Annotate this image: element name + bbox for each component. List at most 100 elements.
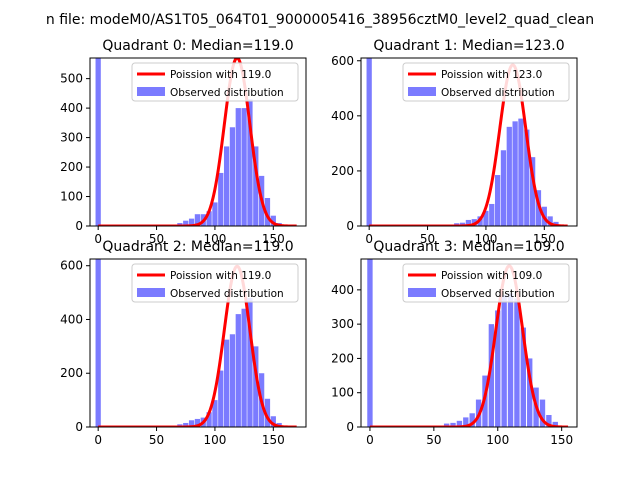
legend-observed-label: Observed distribution [170,87,284,99]
legend: Poission with 123.0 Observed distribution [402,62,570,102]
y-tick-label: 300 [331,317,354,331]
quadrant-title: Quadrant 2: Median=119.0 [102,239,293,255]
histogram-bar [483,210,489,226]
legend-observed-label: Observed distribution [170,288,284,300]
figure-suptitle: n file: modeM0/AS1T05_064T01_9000005416_… [45,12,595,28]
histogram-bar [218,172,224,226]
histogram-bar [465,219,472,226]
histogram-bar [489,203,495,226]
histogram-bar [524,129,530,226]
histogram-bar [253,146,259,226]
histogram-bar [494,175,501,226]
histogram-bar [507,293,514,427]
y-tick-label: 200 [331,164,354,178]
quadrant-2-panel: 0 50 100 150 0 200 400 600 Quadrant 2: Median=11… [60,239,307,447]
y-tick-label: 500 [60,72,83,86]
axes-frame [360,57,578,227]
histogram-bar [514,298,520,427]
quadrant-title: Quadrant 3: Median=109.0 [373,239,564,255]
histogram-bar [546,415,552,427]
histogram-bar [456,420,463,427]
legend-box [402,62,570,102]
histogram-bar [212,202,218,226]
legend-observed-swatch [408,288,436,297]
poisson-fit-line [97,58,298,226]
y-tick-label: 0 [75,420,83,434]
y-tick-label: 100 [331,386,354,400]
histogram-bar [366,58,372,226]
histogram-bar [500,150,507,226]
histogram-bar [95,58,101,226]
histogram-bar [218,370,224,427]
histogram-bar [212,400,218,427]
y-tick-label: 0 [346,420,354,434]
histogram-bar [223,146,230,226]
poisson-fit-line [97,264,298,427]
y-tick-label: 200 [60,366,83,380]
histogram-bar [241,108,247,226]
histogram-bar [235,108,241,226]
histogram-bar [194,214,201,226]
y-tick-label: 400 [60,312,83,326]
y-tick-label: 0 [75,219,83,233]
histogram-bar [183,422,189,427]
histogram-bar [367,259,373,427]
histogram-bar [552,421,558,427]
x-tick-label: 150 [550,433,573,447]
y-tick-label: 600 [331,54,354,68]
histogram-bar [463,417,469,427]
histogram-bar [229,127,236,226]
histogram-bar [520,327,527,427]
histogram-bar [527,358,533,427]
y-tick-label: 100 [60,190,83,204]
x-tick-label: 150 [262,433,285,447]
histogram-bar [450,422,456,427]
x-tick-label: 100 [486,433,509,447]
histogram-bar [495,310,501,427]
observed-histogram [95,58,282,226]
x-tick-label: 150 [533,232,556,246]
histogram-bar [539,399,546,427]
y-tick-label: 300 [60,131,83,145]
y-tick-label: 200 [60,160,83,174]
y-tick-label: 0 [346,219,354,233]
histogram-bar [530,157,536,226]
quadrant-0-panel: 0 50 100 150 0 100 200 300 400 500 Quadrant 0: Med… [60,38,307,246]
histogram-bar [247,297,253,427]
legend-fit-label: Poission with 123.0 [441,69,542,81]
y-tick-label: 400 [60,101,83,115]
quadrant-title: Quadrant 0: Median=119.0 [102,38,293,54]
legend-observed-swatch [408,87,436,96]
x-tick-label: 50 [426,433,441,447]
histogram-bar [469,413,475,427]
legend: Poission with 119.0 Observed distribution [131,263,299,303]
histogram-bar [512,121,518,226]
histogram-bar [194,418,201,427]
legend-observed-swatch [137,288,165,297]
histogram-bar [506,126,512,226]
legend-fit-label: Poission with 109.0 [441,270,542,282]
histogram-bar [229,334,236,427]
legend-observed-swatch [137,87,165,96]
y-tick-label: 400 [331,283,354,297]
x-tick-label: 150 [262,232,285,246]
x-tick-label: 100 [203,433,226,447]
quadrant-title: Quadrant 1: Median=123.0 [373,38,564,54]
histogram-bar [253,346,259,427]
legend-box [402,263,570,303]
histogram-bar [223,339,230,427]
histogram-bar [188,420,195,427]
histogram-bar [264,198,271,226]
histogram-bar [518,118,524,226]
legend-fit-label: Poission with 119.0 [170,270,271,282]
x-tick-label: 50 [420,232,435,246]
histogram-bar [206,211,212,226]
histogram-bar [241,308,247,427]
legend-observed-label: Observed distribution [441,288,555,300]
histogram-bar [270,215,276,226]
axes-frame [360,258,578,428]
histogram-bar [443,423,450,427]
legend: Poission with 109.0 Observed distribution [402,263,570,303]
y-tick-label: 200 [331,351,354,365]
